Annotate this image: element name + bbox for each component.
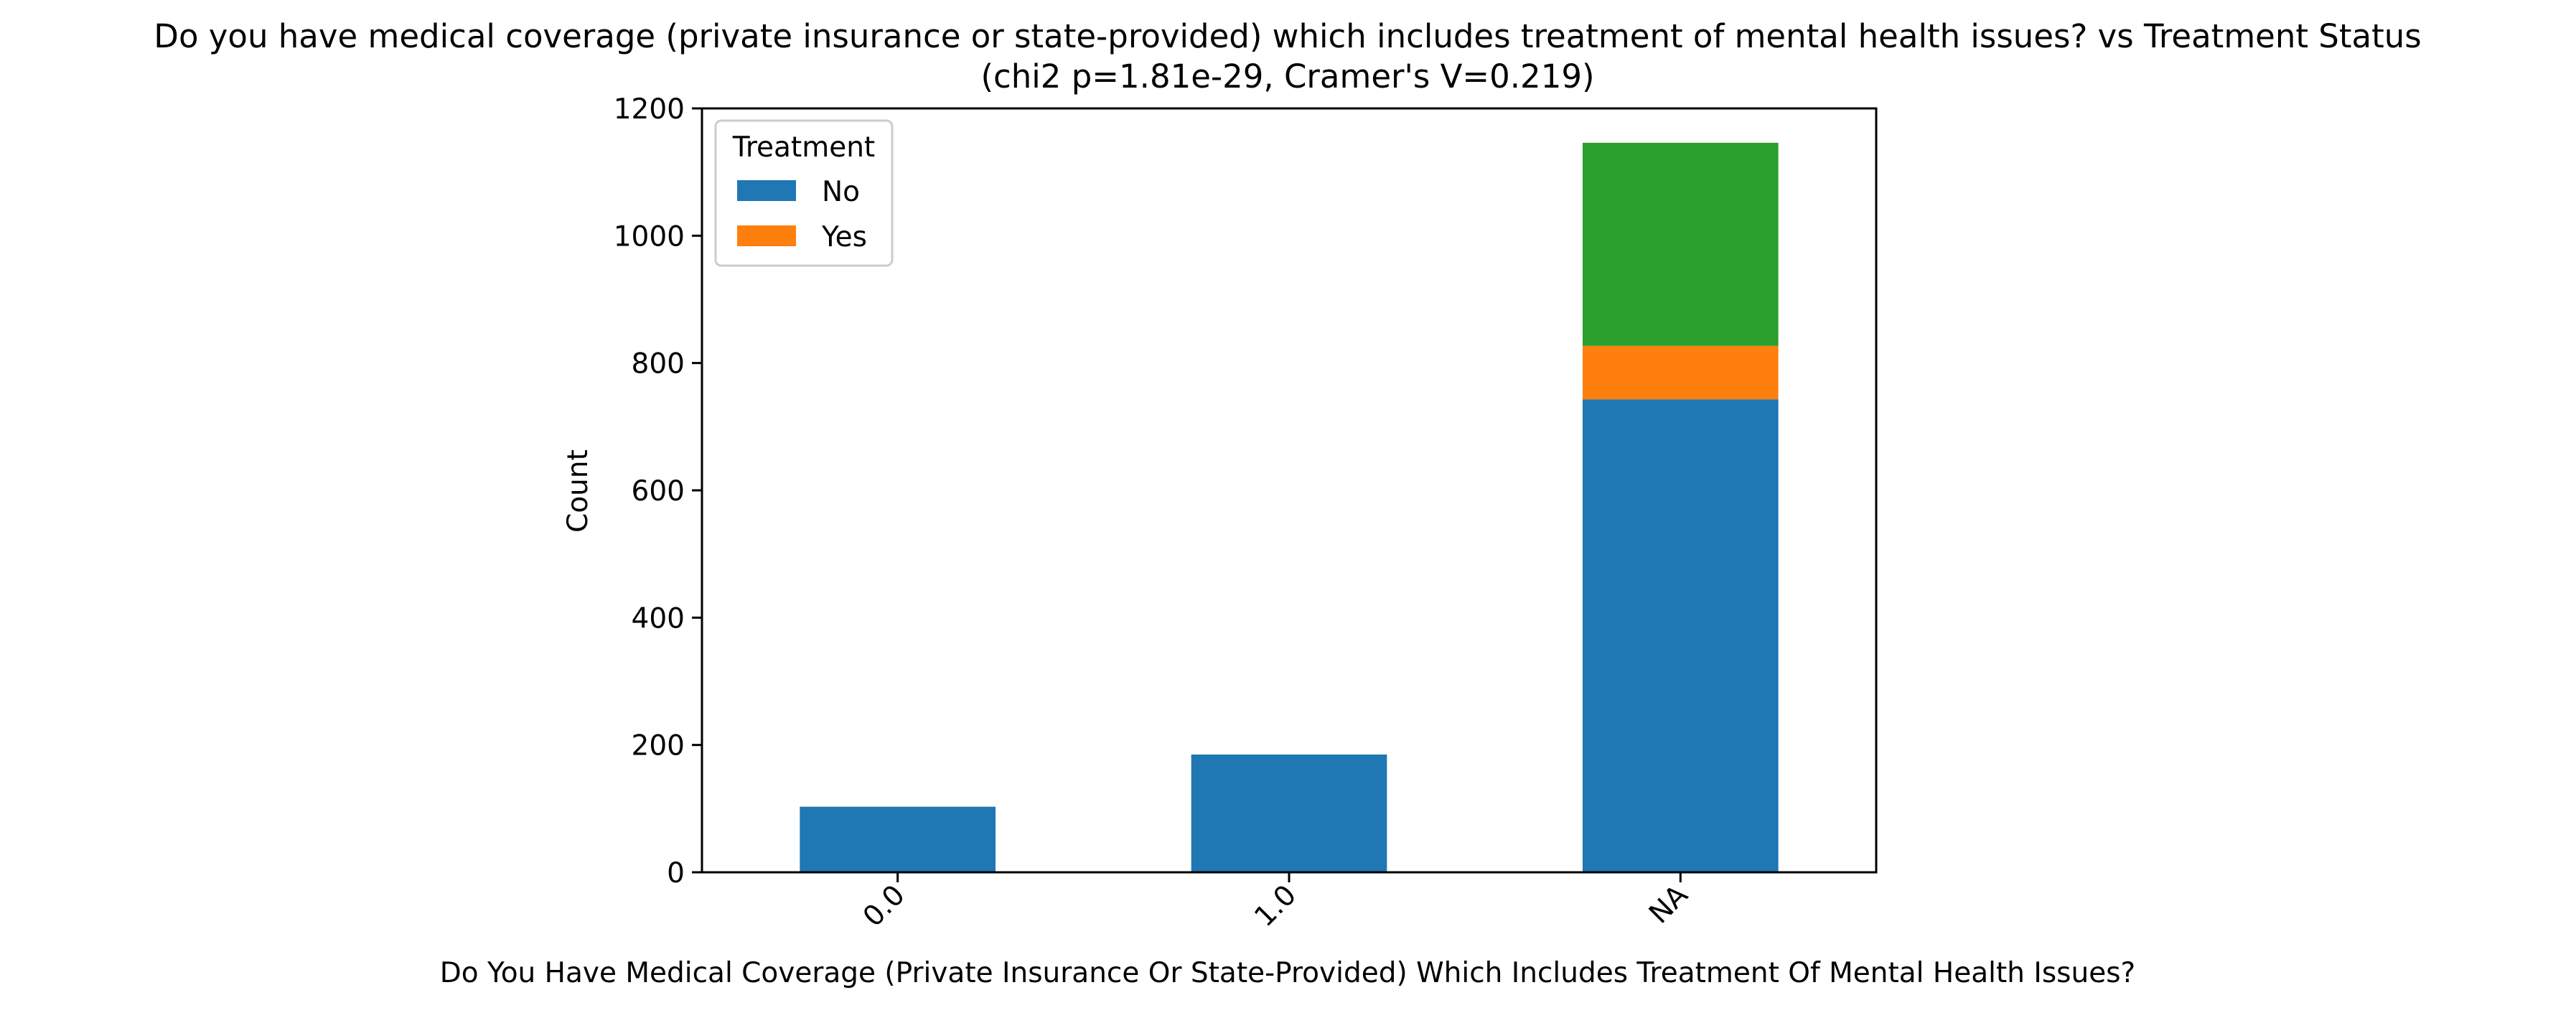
- legend: Treatment No Yes: [714, 119, 894, 267]
- legend-swatch-no: [737, 180, 796, 201]
- bar-1-0-series-0: [1191, 754, 1387, 872]
- bar-na-series-0: [1583, 399, 1779, 872]
- y-tick-label: 1200: [614, 93, 685, 126]
- bar-na-series-2: [1583, 142, 1779, 346]
- legend-label-yes: Yes: [821, 221, 867, 253]
- y-axis-label: Count: [562, 449, 594, 533]
- y-tick-label: 1000: [614, 220, 685, 253]
- chart-title: Do you have medical coverage (private in…: [154, 17, 2421, 55]
- bar-na-series-1: [1583, 345, 1779, 400]
- y-tick-label: 400: [632, 602, 685, 635]
- legend-swatch-yes: [737, 225, 796, 246]
- y-tick-label: 600: [632, 475, 685, 508]
- chart-subtitle: (chi2 p=1.81e-29, Cramer's V=0.219): [980, 57, 1594, 95]
- x-tick-label: 1.0: [1248, 879, 1303, 933]
- y-tick-label: 800: [632, 348, 685, 381]
- x-axis-label: Do You Have Medical Coverage (Private In…: [440, 957, 2135, 989]
- x-tick-label: NA: [1643, 879, 1695, 930]
- bar-0-0-series-0: [800, 806, 996, 872]
- y-tick-label: 0: [667, 857, 685, 890]
- x-tick-label: 0.0: [857, 879, 912, 933]
- legend-title: Treatment: [732, 131, 875, 164]
- legend-label-no: No: [822, 176, 860, 208]
- y-tick-label: 200: [632, 730, 685, 762]
- bars-layer: [800, 142, 1779, 872]
